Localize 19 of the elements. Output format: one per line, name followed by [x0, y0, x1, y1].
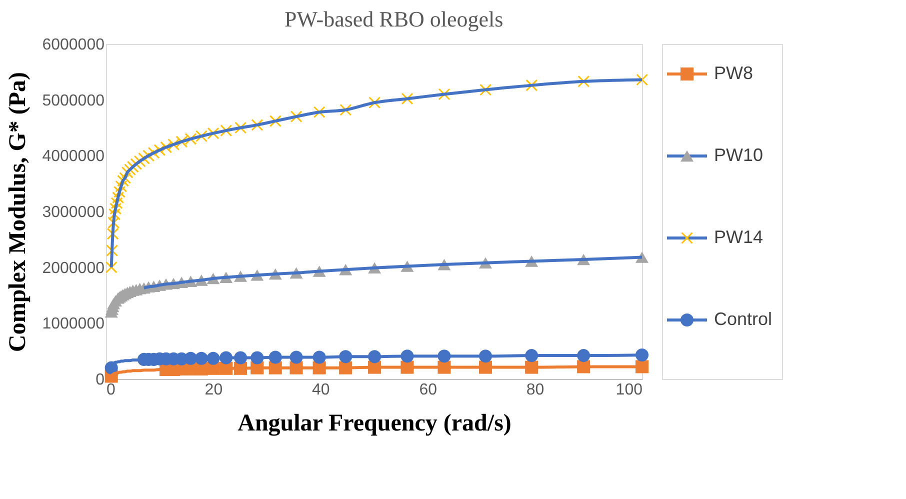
legend-label: PW10	[714, 145, 764, 165]
x-tick-label: 80	[526, 382, 544, 398]
y-tick-label: 1000000	[42, 316, 105, 333]
x-tick-label: 20	[204, 382, 223, 398]
x-tick-label: 60	[419, 382, 438, 398]
y-axis-title: Complex Modulus, G* (Pa)	[5, 72, 32, 352]
x-tick-label: 40	[312, 382, 330, 398]
y-tick-label: 4000000	[42, 148, 105, 166]
legend-label: PW8	[714, 63, 754, 83]
legend-label: PW14	[714, 227, 764, 247]
x-axis-title: Angular Frequency (rad/s)	[238, 410, 512, 436]
x-tick-label: 100	[616, 382, 643, 398]
x-tick-label: 0	[106, 382, 116, 398]
y-tick-label: 6000000	[42, 36, 105, 54]
chart-title: PW-based RBO oleogels	[284, 6, 504, 32]
y-tick-label: 5000000	[42, 92, 105, 110]
y-tick-label: 2000000	[42, 260, 105, 277]
legend-label: Control	[714, 309, 772, 329]
y-tick-label: 3000000	[42, 204, 105, 221]
